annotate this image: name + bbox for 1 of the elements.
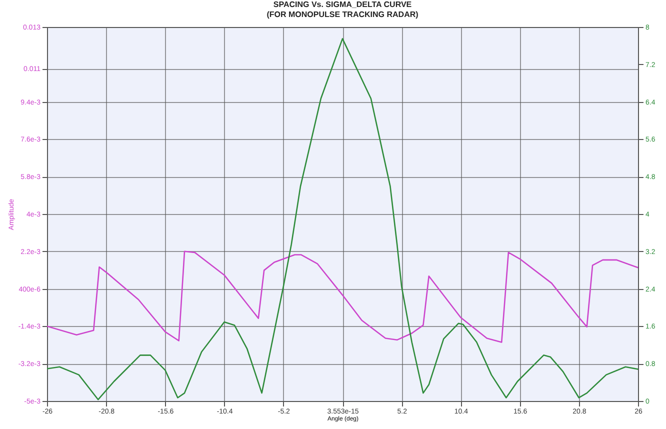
chart-title: SPACING Vs. SIGMA_DELTA CURVE (FOR MONOPULSE TRACKING RADAR): [266, 0, 419, 19]
